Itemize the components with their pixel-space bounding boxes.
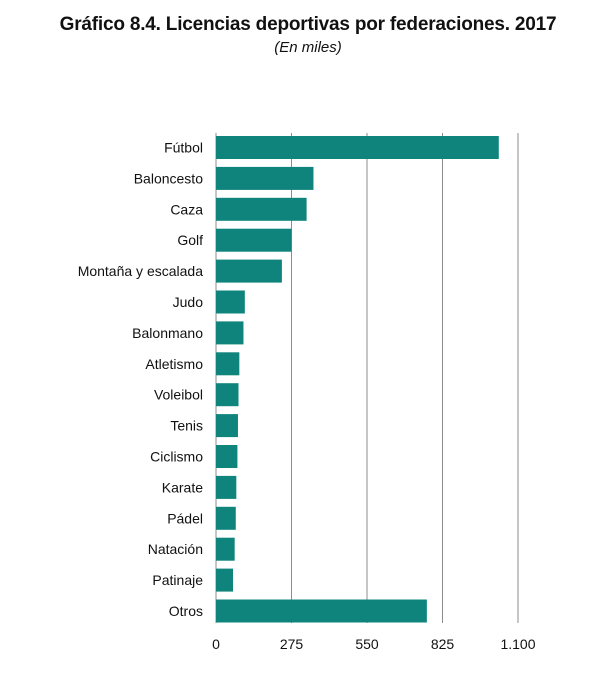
bar — [216, 445, 238, 468]
category-label: Balonmano — [132, 325, 203, 341]
bar — [216, 136, 499, 159]
bar — [216, 383, 239, 407]
category-label: Judo — [173, 294, 204, 310]
x-tick-label: 275 — [280, 636, 304, 652]
category-label: Natación — [148, 541, 203, 557]
category-label: Caza — [170, 201, 203, 217]
category-label: Patinaje — [152, 572, 203, 588]
x-tick-label: 1.100 — [500, 636, 535, 652]
category-label: Karate — [162, 479, 203, 495]
bar — [216, 352, 240, 376]
bar — [216, 599, 427, 623]
category-label: Atletismo — [145, 356, 203, 372]
chart-title: Gráfico 8.4. Licencias deportivas por fe… — [59, 14, 557, 35]
category-labels: Fútbol Baloncesto Caza Golf Montaña y escala… — [78, 140, 204, 620]
x-tick-label: 825 — [431, 636, 455, 652]
bar — [216, 259, 282, 283]
bar — [216, 537, 235, 561]
x-tick-label: 0 — [212, 636, 220, 652]
x-tick-labels: 0 275 550 825 1.100 — [212, 636, 536, 652]
category-label: Tenis — [170, 418, 203, 434]
category-label: Montaña y escalada — [78, 263, 204, 279]
category-label: Voleibol — [154, 387, 203, 403]
category-label: Golf — [177, 232, 203, 248]
category-label: Fútbol — [164, 140, 203, 156]
chart-subtitle: (En miles) — [274, 39, 342, 56]
category-label: Baloncesto — [134, 170, 203, 186]
bar — [216, 290, 245, 314]
bar — [216, 228, 292, 252]
gridlines — [215, 133, 519, 623]
bar — [216, 197, 307, 221]
bar — [216, 506, 236, 530]
bars — [216, 136, 499, 623]
x-tick-label: 550 — [355, 636, 379, 652]
bar — [216, 166, 314, 190]
category-label: Otros — [169, 603, 203, 619]
bar — [216, 321, 244, 345]
bar — [216, 414, 238, 438]
category-label: Ciclismo — [150, 449, 203, 465]
category-label: Pádel — [167, 510, 203, 526]
bar — [216, 568, 234, 592]
bar — [216, 475, 237, 499]
